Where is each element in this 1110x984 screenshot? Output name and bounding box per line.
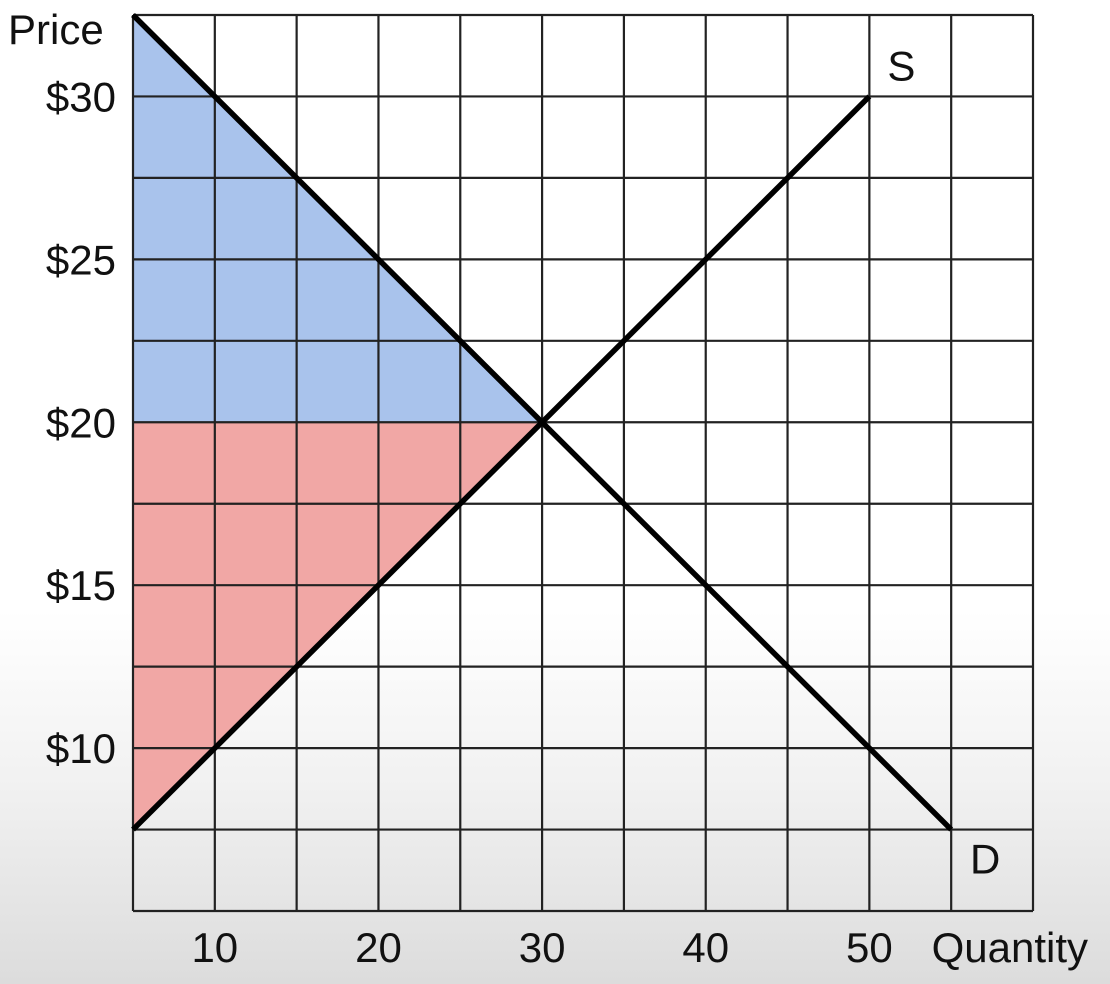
supply-curve-line [131,94,872,832]
demand-curve-label: D [970,836,1000,883]
labels: Price Quantity S D 10 20 30 40 50 $10 $15 $20 $25 $… [8,6,1088,971]
producer-surplus-area [133,422,543,830]
y-tick-label: $20 [46,399,116,446]
y-axis-label: Price [8,6,104,53]
demand-curve-line [131,13,954,832]
supply-curve-label: S [887,42,915,89]
curves [131,13,954,832]
grid [131,13,1035,913]
x-tick-label: 50 [846,924,893,971]
y-tick-label: $25 [46,236,116,283]
x-tick-label: 40 [682,924,729,971]
x-tick-label: 30 [519,924,566,971]
y-tick-label: $10 [46,725,116,772]
x-axis-label: Quantity [932,924,1088,971]
x-tick-label: 20 [355,924,402,971]
y-tick-label: $15 [46,562,116,609]
y-tick-label: $30 [46,73,116,120]
x-tick-label: 10 [191,924,238,971]
